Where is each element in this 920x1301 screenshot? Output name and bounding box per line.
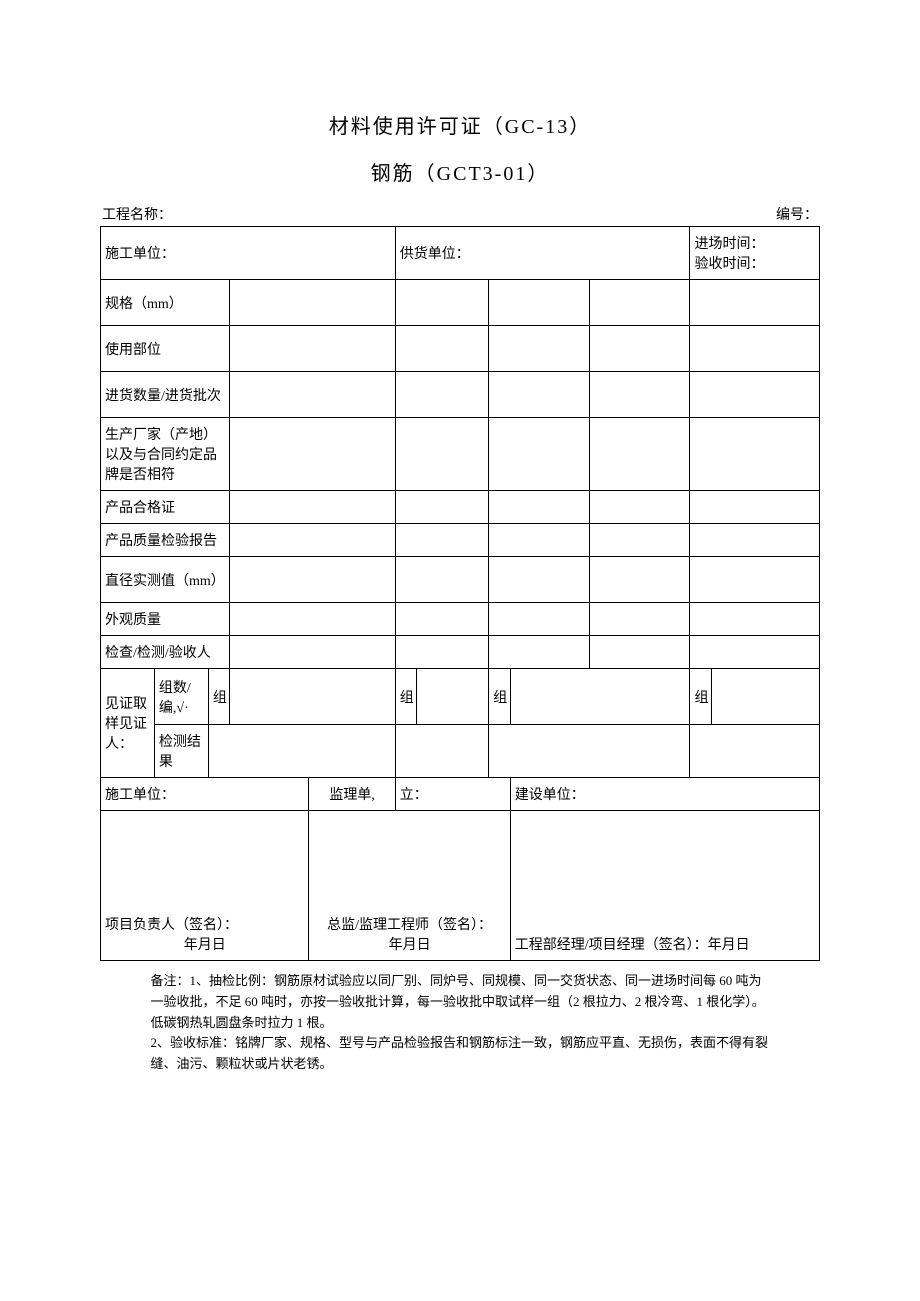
appearance-val-4 [589,603,690,636]
manufacturer-val-3 [489,418,590,491]
use-part-val-1 [230,326,395,372]
header-row: 工程名称： 编号： [100,204,820,224]
group-val-2 [417,669,489,725]
cert-val-1 [230,491,395,524]
quantity-val-1 [230,372,395,418]
diameter-val-2 [395,557,488,603]
quantity-val-3 [489,372,590,418]
chief-supervisor-sign-label: 总监/监理工程师（签名）： [313,914,505,934]
diameter-val-5 [690,557,820,603]
notes-line-2: 2、验收标准：铭牌厂家、规格、型号与产品检验报告和钢筋标注一致，钢筋应平直、无损… [151,1033,770,1075]
notes-cell: 备注：1、抽检比例：钢筋原材试验应以同厂别、同炉号、同规模、同一交货状态、同一进… [101,961,820,1085]
cert-val-4 [589,491,690,524]
group-val-3 [510,669,690,725]
spec-label: 规格（mm） [101,280,230,326]
construction-unit-2-label: 施工单位： [101,778,309,811]
diameter-val-3 [489,557,590,603]
inspector-val-4 [589,636,690,669]
appearance-val-2 [395,603,488,636]
quantity-batch-label: 进货数量/进货批次 [101,372,230,418]
use-part-val-4 [589,326,690,372]
inspector-label: 检查/检测/验收人 [101,636,230,669]
supervision-unit-label-1: 监理单, [309,778,395,811]
signature-block-2: 总监/监理工程师（签名）： 年月日 [309,811,510,961]
serial-number-label: 编号： [776,204,818,224]
signature-block-1: 项目负责人（签名）： 年月日 [101,811,309,961]
group-val-4 [712,669,820,725]
use-part-label: 使用部位 [101,326,230,372]
supply-unit-cell: 供货单位： [395,227,690,280]
test-result-val-1 [208,725,395,778]
spec-val-3 [489,280,590,326]
cert-val-2 [395,491,488,524]
notes-line-1: 备注：1、抽检比例：钢筋原材试验应以同厂别、同炉号、同规模、同一交货状态、同一进… [151,971,770,1033]
time-cell: 进场时间： 验收时间： [690,227,820,280]
quality-val-4 [589,524,690,557]
build-unit-label: 建设单位： [510,778,819,811]
spec-val-2 [395,280,488,326]
diameter-val-4 [589,557,690,603]
cert-val-5 [690,491,820,524]
test-result-label: 检测结果 [154,725,208,778]
group-label-3: 组 [489,669,511,725]
project-leader-sign-label: 项目负责人（签名）： [105,914,304,934]
manufacturer-val-4 [589,418,690,491]
cert-val-3 [489,491,590,524]
spec-val-4 [589,280,690,326]
cert-label: 产品合格证 [101,491,230,524]
appearance-val-5 [690,603,820,636]
diameter-val-1 [230,557,395,603]
spec-val-5 [690,280,820,326]
group-label-2: 组 [395,669,417,725]
test-result-val-2 [395,725,488,778]
accept-time-label: 验收时间： [694,253,815,273]
engineering-manager-sign-label: 工程部经理/项目经理（签名）：年月日 [515,934,815,954]
quality-val-1 [230,524,395,557]
test-result-val-3 [489,725,690,778]
appearance-val-1 [230,603,395,636]
quality-report-label: 产品质量检验报告 [101,524,230,557]
manufacturer-val-2 [395,418,488,491]
group-label-4: 组 [690,669,712,725]
quality-val-5 [690,524,820,557]
construction-unit-cell: 施工单位： [101,227,396,280]
inspector-val-2 [395,636,488,669]
chief-supervisor-date: 年月日 [313,934,505,954]
quantity-val-4 [589,372,690,418]
quality-val-2 [395,524,488,557]
use-part-val-2 [395,326,488,372]
project-leader-date: 年月日 [105,934,304,954]
inspector-val-3 [489,636,590,669]
manufacturer-label: 生产厂家（产地）以及与合同约定品牌是否相符 [101,418,230,491]
project-name-label: 工程名称： [102,204,172,224]
document-title-1: 材料使用许可证（GC-13） [100,110,820,139]
use-part-val-3 [489,326,590,372]
appearance-val-3 [489,603,590,636]
quality-val-3 [489,524,590,557]
document-title-2: 钢筋（GCT3-01） [100,157,820,186]
quantity-val-2 [395,372,488,418]
entry-time-label: 进场时间： [694,233,815,253]
group-no-label: 组数/编,√· [154,669,208,725]
inspector-val-1 [230,636,395,669]
manufacturer-val-1 [230,418,395,491]
inspector-val-5 [690,636,820,669]
diameter-label: 直径实测值（mm） [101,557,230,603]
spec-val-1 [230,280,395,326]
group-label-1: 组 [208,669,230,725]
appearance-label: 外观质量 [101,603,230,636]
signature-block-3: 工程部经理/项目经理（签名）：年月日 [510,811,819,961]
manufacturer-val-5 [690,418,820,491]
use-part-val-5 [690,326,820,372]
test-result-val-4 [690,725,820,778]
group-val-1 [230,669,395,725]
main-form-table: 施工单位： 供货单位： 进场时间： 验收时间： 规格（mm） 使用部位 进货数量… [100,226,820,1085]
quantity-val-5 [690,372,820,418]
witness-label: 见证取样见证人： [101,669,155,778]
supervision-unit-label-2: 立： [395,778,510,811]
